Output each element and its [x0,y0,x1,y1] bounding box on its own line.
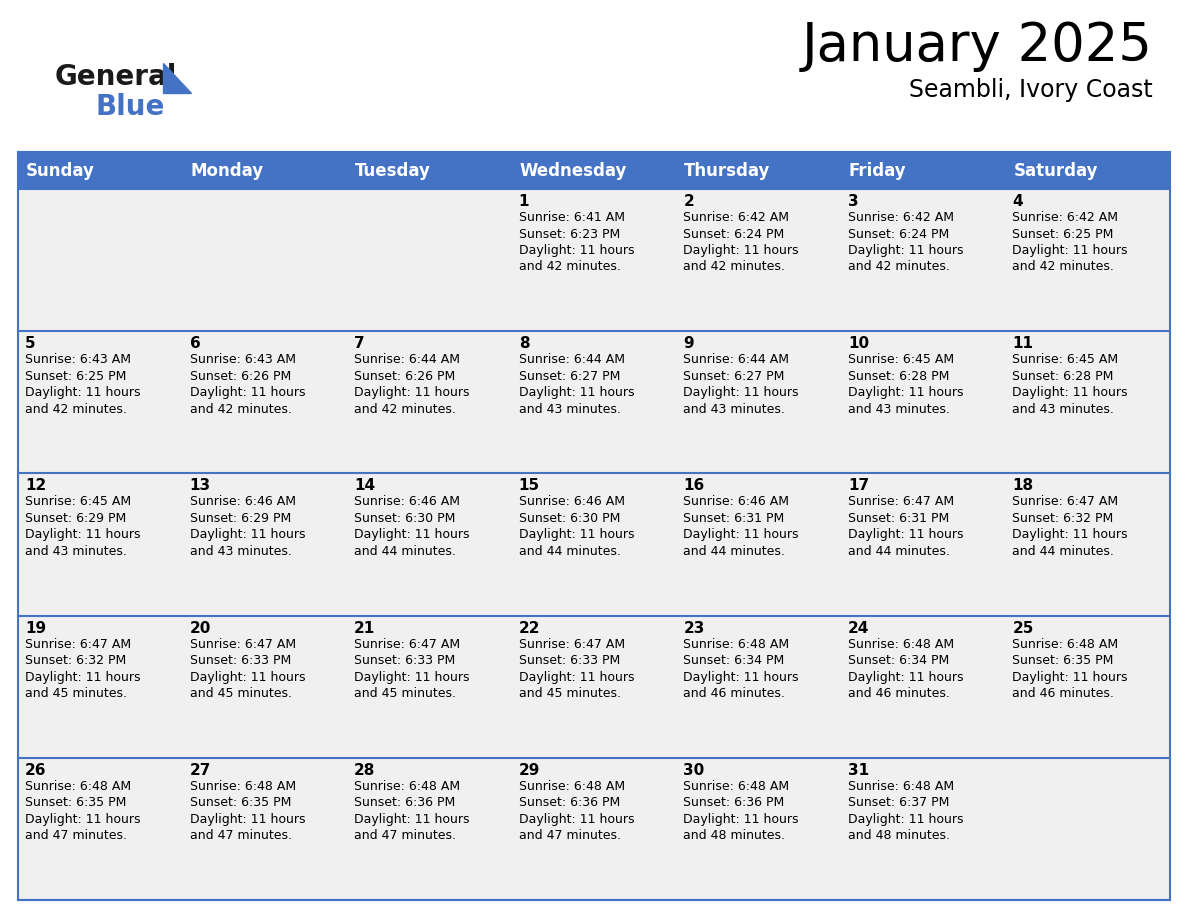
Text: Sunrise: 6:45 AM
Sunset: 6:29 PM
Daylight: 11 hours
and 43 minutes.: Sunrise: 6:45 AM Sunset: 6:29 PM Dayligh… [25,496,140,558]
Text: 30: 30 [683,763,704,778]
Text: 20: 20 [190,621,211,635]
Bar [1005,152,1170,189]
Text: Sunrise: 6:42 AM
Sunset: 6:25 PM
Daylight: 11 hours
and 42 minutes.: Sunrise: 6:42 AM Sunset: 6:25 PM Dayligh… [1012,211,1127,274]
Text: Tuesday: Tuesday [355,162,431,180]
Text: 9: 9 [683,336,694,352]
Text: 22: 22 [519,621,541,635]
Text: Sunrise: 6:43 AM
Sunset: 6:25 PM
Daylight: 11 hours
and 42 minutes.: Sunrise: 6:43 AM Sunset: 6:25 PM Dayligh… [25,353,140,416]
Text: 28: 28 [354,763,375,778]
Text: 8: 8 [519,336,530,352]
Text: Sunrise: 6:47 AM
Sunset: 6:32 PM
Daylight: 11 hours
and 44 minutes.: Sunrise: 6:47 AM Sunset: 6:32 PM Dayligh… [1012,496,1127,558]
Text: Sunrise: 6:44 AM
Sunset: 6:27 PM
Daylight: 11 hours
and 43 minutes.: Sunrise: 6:44 AM Sunset: 6:27 PM Dayligh… [519,353,634,416]
Text: Thursday: Thursday [684,162,771,180]
Text: 1: 1 [519,194,529,209]
Text: Sunrise: 6:48 AM
Sunset: 6:36 PM
Daylight: 11 hours
and 48 minutes.: Sunrise: 6:48 AM Sunset: 6:36 PM Dayligh… [683,779,798,843]
Text: Sunrise: 6:47 AM
Sunset: 6:33 PM
Daylight: 11 hours
and 45 minutes.: Sunrise: 6:47 AM Sunset: 6:33 PM Dayligh… [190,638,305,700]
Text: 11: 11 [1012,336,1034,352]
Text: Seambli, Ivory Coast: Seambli, Ivory Coast [909,78,1154,102]
Bar [18,474,1170,616]
Text: General: General [55,63,177,91]
Text: Saturday: Saturday [1013,162,1098,180]
Text: Sunrise: 6:42 AM
Sunset: 6:24 PM
Daylight: 11 hours
and 42 minutes.: Sunrise: 6:42 AM Sunset: 6:24 PM Dayligh… [683,211,798,274]
Text: 13: 13 [190,478,210,493]
Text: Sunrise: 6:46 AM
Sunset: 6:30 PM
Daylight: 11 hours
and 44 minutes.: Sunrise: 6:46 AM Sunset: 6:30 PM Dayligh… [354,496,469,558]
Bar [18,189,1170,331]
Text: Sunrise: 6:43 AM
Sunset: 6:26 PM
Daylight: 11 hours
and 42 minutes.: Sunrise: 6:43 AM Sunset: 6:26 PM Dayligh… [190,353,305,416]
Polygon shape [163,63,191,93]
Text: 31: 31 [848,763,868,778]
Bar [347,152,512,189]
Text: Sunrise: 6:41 AM
Sunset: 6:23 PM
Daylight: 11 hours
and 42 minutes.: Sunrise: 6:41 AM Sunset: 6:23 PM Dayligh… [519,211,634,274]
Text: Sunrise: 6:48 AM
Sunset: 6:34 PM
Daylight: 11 hours
and 46 minutes.: Sunrise: 6:48 AM Sunset: 6:34 PM Dayligh… [848,638,963,700]
Text: Sunrise: 6:47 AM
Sunset: 6:31 PM
Daylight: 11 hours
and 44 minutes.: Sunrise: 6:47 AM Sunset: 6:31 PM Dayligh… [848,496,963,558]
Text: 12: 12 [25,478,46,493]
Text: 29: 29 [519,763,541,778]
Text: 10: 10 [848,336,868,352]
Text: Sunrise: 6:47 AM
Sunset: 6:32 PM
Daylight: 11 hours
and 45 minutes.: Sunrise: 6:47 AM Sunset: 6:32 PM Dayligh… [25,638,140,700]
Text: Blue: Blue [95,93,164,121]
Text: Monday: Monday [190,162,264,180]
Text: Sunrise: 6:44 AM
Sunset: 6:27 PM
Daylight: 11 hours
and 43 minutes.: Sunrise: 6:44 AM Sunset: 6:27 PM Dayligh… [683,353,798,416]
Text: 5: 5 [25,336,36,352]
Bar [183,152,347,189]
Text: Sunrise: 6:46 AM
Sunset: 6:31 PM
Daylight: 11 hours
and 44 minutes.: Sunrise: 6:46 AM Sunset: 6:31 PM Dayligh… [683,496,798,558]
Text: Sunrise: 6:44 AM
Sunset: 6:26 PM
Daylight: 11 hours
and 42 minutes.: Sunrise: 6:44 AM Sunset: 6:26 PM Dayligh… [354,353,469,416]
Text: Friday: Friday [849,162,906,180]
Bar [676,152,841,189]
Text: 27: 27 [190,763,211,778]
Text: Sunrise: 6:45 AM
Sunset: 6:28 PM
Daylight: 11 hours
and 43 minutes.: Sunrise: 6:45 AM Sunset: 6:28 PM Dayligh… [848,353,963,416]
Text: 2: 2 [683,194,694,209]
Text: 6: 6 [190,336,201,352]
Text: Sunrise: 6:48 AM
Sunset: 6:36 PM
Daylight: 11 hours
and 47 minutes.: Sunrise: 6:48 AM Sunset: 6:36 PM Dayligh… [354,779,469,843]
Text: Sunrise: 6:45 AM
Sunset: 6:28 PM
Daylight: 11 hours
and 43 minutes.: Sunrise: 6:45 AM Sunset: 6:28 PM Dayligh… [1012,353,1127,416]
Text: 7: 7 [354,336,365,352]
Text: 16: 16 [683,478,704,493]
Text: Sunrise: 6:48 AM
Sunset: 6:35 PM
Daylight: 11 hours
and 47 minutes.: Sunrise: 6:48 AM Sunset: 6:35 PM Dayligh… [25,779,140,843]
Text: Sunrise: 6:48 AM
Sunset: 6:35 PM
Daylight: 11 hours
and 47 minutes.: Sunrise: 6:48 AM Sunset: 6:35 PM Dayligh… [190,779,305,843]
Text: Sunrise: 6:47 AM
Sunset: 6:33 PM
Daylight: 11 hours
and 45 minutes.: Sunrise: 6:47 AM Sunset: 6:33 PM Dayligh… [354,638,469,700]
Text: January 2025: January 2025 [802,20,1154,72]
Text: 3: 3 [848,194,859,209]
Text: 25: 25 [1012,621,1034,635]
Text: 24: 24 [848,621,870,635]
Text: Sunrise: 6:46 AM
Sunset: 6:29 PM
Daylight: 11 hours
and 43 minutes.: Sunrise: 6:46 AM Sunset: 6:29 PM Dayligh… [190,496,305,558]
Bar [18,152,1170,900]
Text: 17: 17 [848,478,868,493]
Text: Sunrise: 6:48 AM
Sunset: 6:36 PM
Daylight: 11 hours
and 47 minutes.: Sunrise: 6:48 AM Sunset: 6:36 PM Dayligh… [519,779,634,843]
Bar [18,616,1170,757]
Text: 26: 26 [25,763,46,778]
Text: 18: 18 [1012,478,1034,493]
Bar [841,152,1005,189]
Text: 14: 14 [354,478,375,493]
Text: Sunrise: 6:42 AM
Sunset: 6:24 PM
Daylight: 11 hours
and 42 minutes.: Sunrise: 6:42 AM Sunset: 6:24 PM Dayligh… [848,211,963,274]
Text: 19: 19 [25,621,46,635]
Bar [18,757,1170,900]
Text: Sunrise: 6:48 AM
Sunset: 6:37 PM
Daylight: 11 hours
and 48 minutes.: Sunrise: 6:48 AM Sunset: 6:37 PM Dayligh… [848,779,963,843]
Text: Sunrise: 6:47 AM
Sunset: 6:33 PM
Daylight: 11 hours
and 45 minutes.: Sunrise: 6:47 AM Sunset: 6:33 PM Dayligh… [519,638,634,700]
Text: Wednesday: Wednesday [519,162,627,180]
Text: 23: 23 [683,621,704,635]
Text: Sunrise: 6:48 AM
Sunset: 6:34 PM
Daylight: 11 hours
and 46 minutes.: Sunrise: 6:48 AM Sunset: 6:34 PM Dayligh… [683,638,798,700]
Text: 15: 15 [519,478,539,493]
Bar [512,152,676,189]
Text: Sunrise: 6:46 AM
Sunset: 6:30 PM
Daylight: 11 hours
and 44 minutes.: Sunrise: 6:46 AM Sunset: 6:30 PM Dayligh… [519,496,634,558]
Text: 4: 4 [1012,194,1023,209]
Bar [18,331,1170,474]
Text: Sunrise: 6:48 AM
Sunset: 6:35 PM
Daylight: 11 hours
and 46 minutes.: Sunrise: 6:48 AM Sunset: 6:35 PM Dayligh… [1012,638,1127,700]
Text: 21: 21 [354,621,375,635]
Text: Sunday: Sunday [26,162,95,180]
Bar [18,152,183,189]
